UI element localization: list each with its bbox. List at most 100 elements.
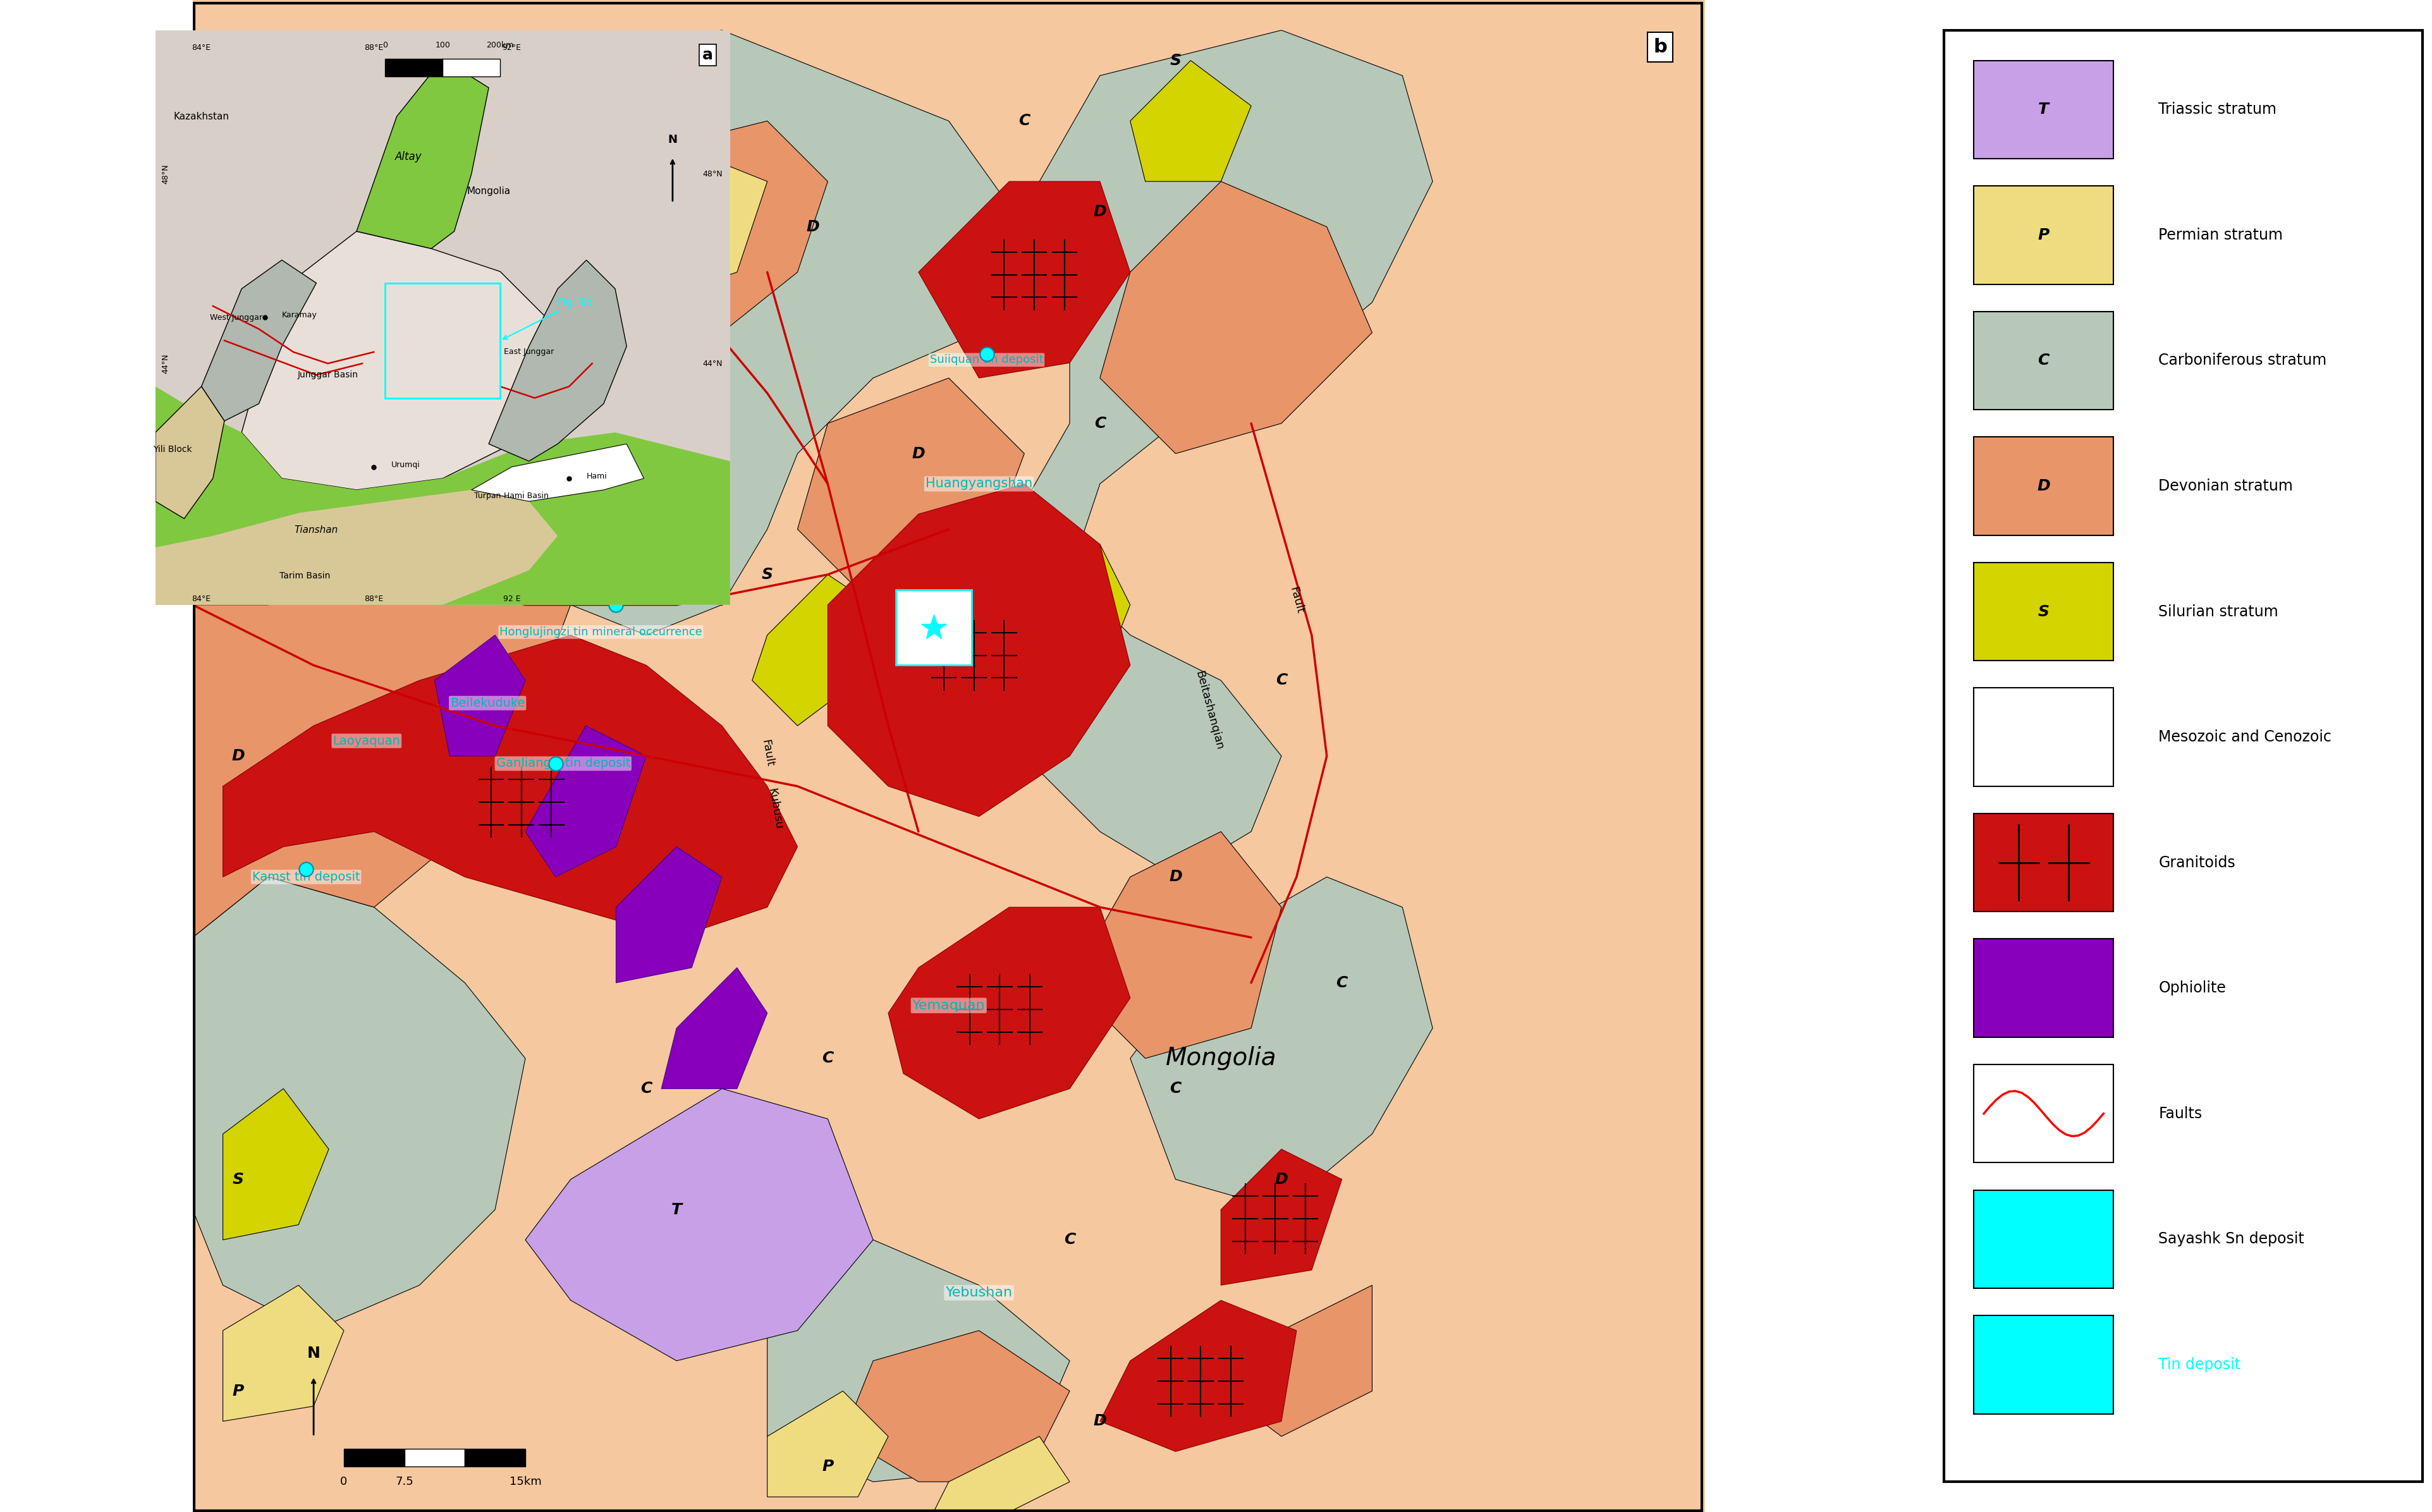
Bar	[1972, 186, 2113, 284]
Text: Sujiquan: Sujiquan	[238, 522, 263, 573]
Polygon shape	[766, 1240, 1070, 1482]
Text: C: C	[640, 1081, 652, 1096]
Text: Tin deposit: Tin deposit	[2157, 1356, 2240, 1373]
Text: D: D	[1092, 204, 1107, 219]
Text: T: T	[2038, 101, 2048, 118]
Polygon shape	[978, 30, 1432, 877]
Polygon shape	[1131, 60, 1250, 181]
Text: Kamst tin deposit: Kamst tin deposit	[253, 871, 360, 883]
Polygon shape	[934, 1436, 1070, 1512]
Polygon shape	[751, 575, 873, 726]
Text: Beitashanqian: Beitashanqian	[1192, 670, 1226, 751]
Text: C: C	[428, 144, 440, 159]
Text: 92°E: 92°E	[501, 44, 520, 51]
Text: Suiiquan tin deposit: Suiiquan tin deposit	[929, 354, 1043, 366]
Text: S: S	[761, 567, 773, 582]
Text: West Junggar: West Junggar	[209, 313, 263, 322]
Text: 0: 0	[340, 1476, 348, 1488]
Bar	[1972, 437, 2113, 535]
Text: 84°E: 84°E	[192, 594, 212, 603]
Text: C: C	[1063, 1232, 1075, 1247]
Text: C: C	[564, 401, 576, 416]
Polygon shape	[662, 968, 766, 1089]
Polygon shape	[489, 260, 627, 461]
Text: 44°N: 44°N	[161, 354, 170, 373]
Text: 0: 0	[382, 41, 387, 50]
Bar	[895, 590, 970, 665]
Text: D: D	[231, 748, 246, 764]
Polygon shape	[525, 1089, 873, 1361]
Text: 48°N: 48°N	[703, 169, 722, 178]
Text: Beilekuduk tin deposit: Beilekuduk tin deposit	[537, 587, 664, 599]
Bar	[1972, 688, 2113, 786]
Text: C: C	[822, 1051, 834, 1066]
Text: Tianshan: Tianshan	[294, 525, 338, 535]
Polygon shape	[1099, 1300, 1296, 1452]
Polygon shape	[192, 0, 1705, 1512]
Text: S: S	[2038, 603, 2048, 620]
Bar	[1972, 1190, 2113, 1288]
Text: Urumqi: Urumqi	[392, 461, 421, 469]
Text: Fig. 1b: Fig. 1b	[503, 298, 593, 339]
Text: Sayashk Sn deposit: Sayashk Sn deposit	[2157, 1231, 2303, 1247]
Text: D: D	[1170, 869, 1182, 885]
Text: N: N	[306, 1346, 321, 1361]
Text: 100: 100	[435, 41, 450, 50]
Polygon shape	[192, 877, 525, 1331]
Text: D: D	[1274, 1172, 1287, 1187]
Polygon shape	[192, 484, 572, 937]
Text: Hami: Hami	[586, 472, 608, 481]
Bar	[404, 1448, 465, 1467]
Text: Altay: Altay	[394, 151, 421, 162]
Polygon shape	[224, 1089, 328, 1240]
Text: Mongolia: Mongolia	[467, 186, 511, 197]
Bar	[1972, 562, 2113, 661]
Polygon shape	[888, 907, 1131, 1119]
Text: East Junggar: East Junggar	[503, 348, 554, 357]
Text: N: N	[669, 133, 676, 145]
Text: 200km: 200km	[486, 41, 513, 50]
Polygon shape	[798, 378, 1024, 605]
Polygon shape	[647, 121, 827, 333]
Text: D: D	[2036, 478, 2050, 494]
Bar	[1972, 1315, 2113, 1414]
Text: 7.5: 7.5	[394, 1476, 413, 1488]
Text: 92 E: 92 E	[503, 594, 520, 603]
Polygon shape	[472, 445, 644, 502]
Text: Faults: Faults	[2157, 1105, 2201, 1122]
Text: Turpan-Hami Basin: Turpan-Hami Basin	[474, 491, 550, 500]
Text: Kubusu: Kubusu	[766, 788, 783, 830]
Text: Ophiolite: Ophiolite	[2157, 980, 2225, 996]
Polygon shape	[1038, 544, 1131, 696]
Bar	[1972, 939, 2113, 1037]
Polygon shape	[1131, 877, 1432, 1210]
Polygon shape	[1221, 1285, 1372, 1436]
Text: 88°E: 88°E	[365, 594, 384, 603]
Polygon shape	[192, 30, 1024, 680]
Text: C: C	[277, 522, 289, 537]
Text: Fault: Fault	[297, 491, 316, 522]
Text: C: C	[338, 355, 350, 370]
Text: D: D	[912, 446, 924, 461]
Text: C: C	[248, 113, 258, 129]
Polygon shape	[525, 726, 647, 877]
Polygon shape	[841, 1331, 1070, 1482]
Text: Mesozoic and Cenozoic: Mesozoic and Cenozoic	[2157, 729, 2330, 745]
Polygon shape	[435, 635, 525, 756]
Bar	[465, 1448, 525, 1467]
Bar	[384, 59, 443, 76]
Text: 84°E: 84°E	[192, 44, 212, 51]
Text: D: D	[1092, 1414, 1107, 1429]
Text: C: C	[2038, 352, 2048, 369]
Text: Huangyangshan: Huangyangshan	[924, 478, 1031, 490]
Text: Yemaquan: Yemaquan	[912, 999, 985, 1012]
Polygon shape	[1099, 181, 1372, 454]
Text: Silurian stratum: Silurian stratum	[2157, 603, 2279, 620]
Text: T: T	[671, 1202, 681, 1217]
Text: Kazakhstan: Kazakhstan	[173, 112, 229, 121]
Bar	[1972, 813, 2113, 912]
Text: Triassic stratum: Triassic stratum	[2157, 101, 2276, 118]
Text: 88°E: 88°E	[365, 44, 384, 51]
Text: P: P	[822, 1459, 834, 1474]
Text: C: C	[1335, 975, 1347, 990]
